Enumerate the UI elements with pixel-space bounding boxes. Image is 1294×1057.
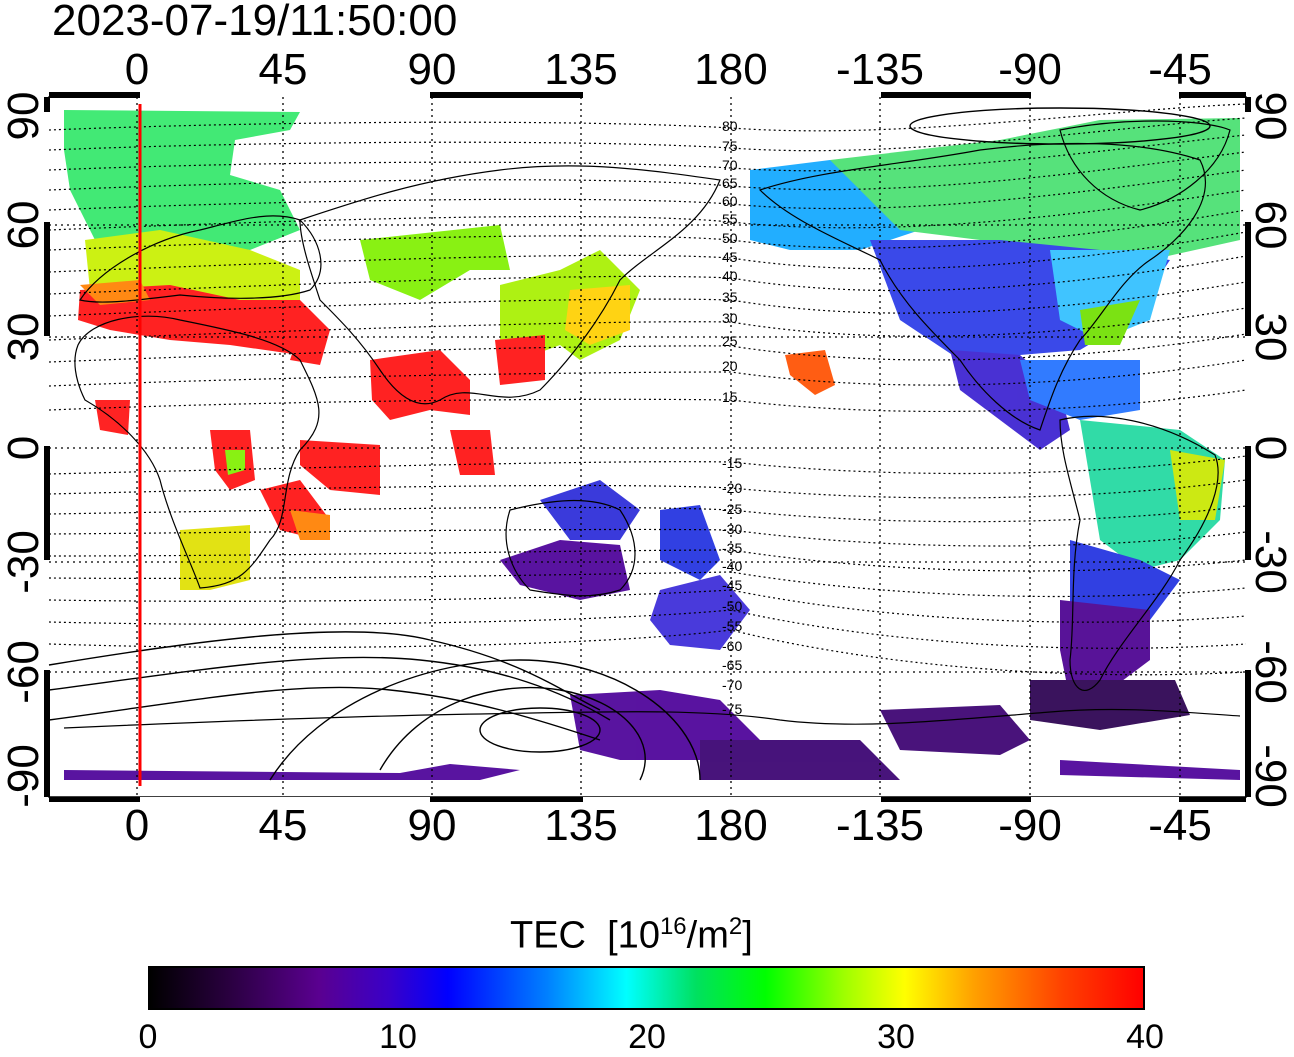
contour-label: 15 [722, 389, 738, 405]
contour-label: 45 [722, 249, 738, 265]
top-lon-label: 90 [407, 45, 457, 94]
tec-patch-australia [500, 540, 630, 600]
colorbar-tick: 0 [138, 1018, 158, 1056]
top-lon-label: 45 [258, 45, 308, 94]
top-lon-label: -90 [998, 45, 1062, 94]
tec-patch-mozambique [290, 510, 330, 540]
bottom-lon-label: 0 [124, 801, 150, 850]
europe-outline [79, 215, 322, 303]
contour-label: 40 [722, 268, 738, 284]
greenland-outline [1059, 120, 1231, 211]
australia-outline [505, 499, 636, 597]
top-lon-label: 180 [694, 45, 768, 94]
contour-label: -65 [722, 657, 742, 673]
contour-label: 65 [722, 175, 738, 191]
colorbar [148, 966, 1145, 1010]
contour-label: -20 [722, 480, 742, 496]
tec-patch-sumatra [450, 430, 495, 475]
bottom-lon-label: -135 [835, 801, 925, 850]
bottom-lon-label: 45 [258, 801, 308, 850]
frame-tick-gaps [44, 92, 1251, 802]
asia-outline [299, 165, 721, 405]
bottom-lon-label: -45 [1148, 801, 1212, 850]
contour-label: -50 [722, 598, 742, 614]
contour-label: -40 [722, 558, 742, 574]
bottom-lon-label: 135 [544, 801, 618, 850]
tec-patch-europe-north [64, 110, 300, 250]
tec-patch-south-africa [180, 525, 250, 590]
top-lon-label: 135 [544, 45, 618, 94]
tec-patch-drake-passage [1030, 680, 1190, 730]
tec-patch-antarctic-west [880, 705, 1030, 755]
north-america-outline [758, 142, 1206, 431]
tec-patch-iberia [80, 280, 150, 305]
contour-label: 80 [722, 118, 738, 134]
colorbar-tick: 30 [877, 1018, 915, 1056]
tec-patch-japan [565, 285, 630, 345]
tec-patch-arabia [290, 330, 330, 365]
contour-label: 20 [722, 358, 738, 374]
tec-patch-brazil-east [1170, 450, 1225, 520]
top-lon-label: 0 [124, 45, 150, 94]
tec-patch-hawaii [785, 350, 835, 395]
tec-patch-central-asia [360, 225, 510, 300]
colorbar-tick: 10 [379, 1018, 417, 1056]
contour-label: -45 [722, 577, 742, 593]
tec-patch-patagonia [1060, 600, 1150, 700]
contour-labels: 80 75 70 65 60 55 50 45 40 35 30 25 20 1… [722, 118, 742, 717]
south-america-outline [1059, 415, 1219, 691]
contour-label: 60 [722, 193, 738, 209]
contour-label: -75 [722, 701, 742, 717]
tec-patch-new-zealand [660, 505, 720, 580]
tec-patch-antarctic-atlantic [1060, 760, 1240, 780]
contour-label: 70 [722, 157, 738, 173]
colorbar-tick: 20 [628, 1018, 666, 1056]
tec-patch-us-coast [1080, 300, 1140, 345]
tec-patch-usa-east [1050, 250, 1170, 340]
tec-patch-australia-east [540, 480, 640, 540]
bottom-lon-label: 90 [407, 801, 457, 850]
magnetic-latitude-contours [48, 103, 1247, 676]
colorbar-label: TEC [510, 914, 586, 957]
tec-patch-antarctic-south [64, 764, 520, 780]
contour-label: -15 [722, 455, 742, 471]
contour-label: -55 [722, 618, 742, 634]
bottom-lon-label: 180 [694, 801, 768, 850]
africa-outline [74, 315, 320, 589]
bottom-lon-label: -90 [998, 801, 1062, 850]
top-lon-label: -135 [835, 45, 925, 94]
contour-label: 75 [722, 138, 738, 154]
top-lon-label: -45 [1148, 45, 1212, 94]
contour-label: 55 [722, 211, 738, 227]
antarctica-outline [63, 708, 1241, 729]
coastlines [63, 120, 1241, 729]
contour-label: -25 [722, 501, 742, 517]
contour-label: 35 [722, 289, 738, 305]
tec-patch-antarctic-ross [700, 740, 900, 780]
tec-patch-india [370, 350, 470, 420]
contour-label: -60 [722, 638, 742, 654]
contour-label: -30 [722, 521, 742, 537]
contour-label: -70 [722, 677, 742, 693]
tec-patch-china-south [495, 335, 545, 385]
timestamp: 2023-07-19/11:50:00 [52, 0, 458, 45]
contour-label: 50 [722, 230, 738, 246]
contour-label: 25 [722, 333, 738, 349]
contour-label: 30 [722, 310, 738, 326]
tec-patch-africa-center [225, 450, 245, 475]
tec-data-patches [64, 110, 1240, 780]
contour-label: -35 [722, 540, 742, 556]
colorbar-title: TEC [1016/m2] [510, 913, 753, 957]
colorbar-tick: 40 [1126, 1018, 1164, 1056]
